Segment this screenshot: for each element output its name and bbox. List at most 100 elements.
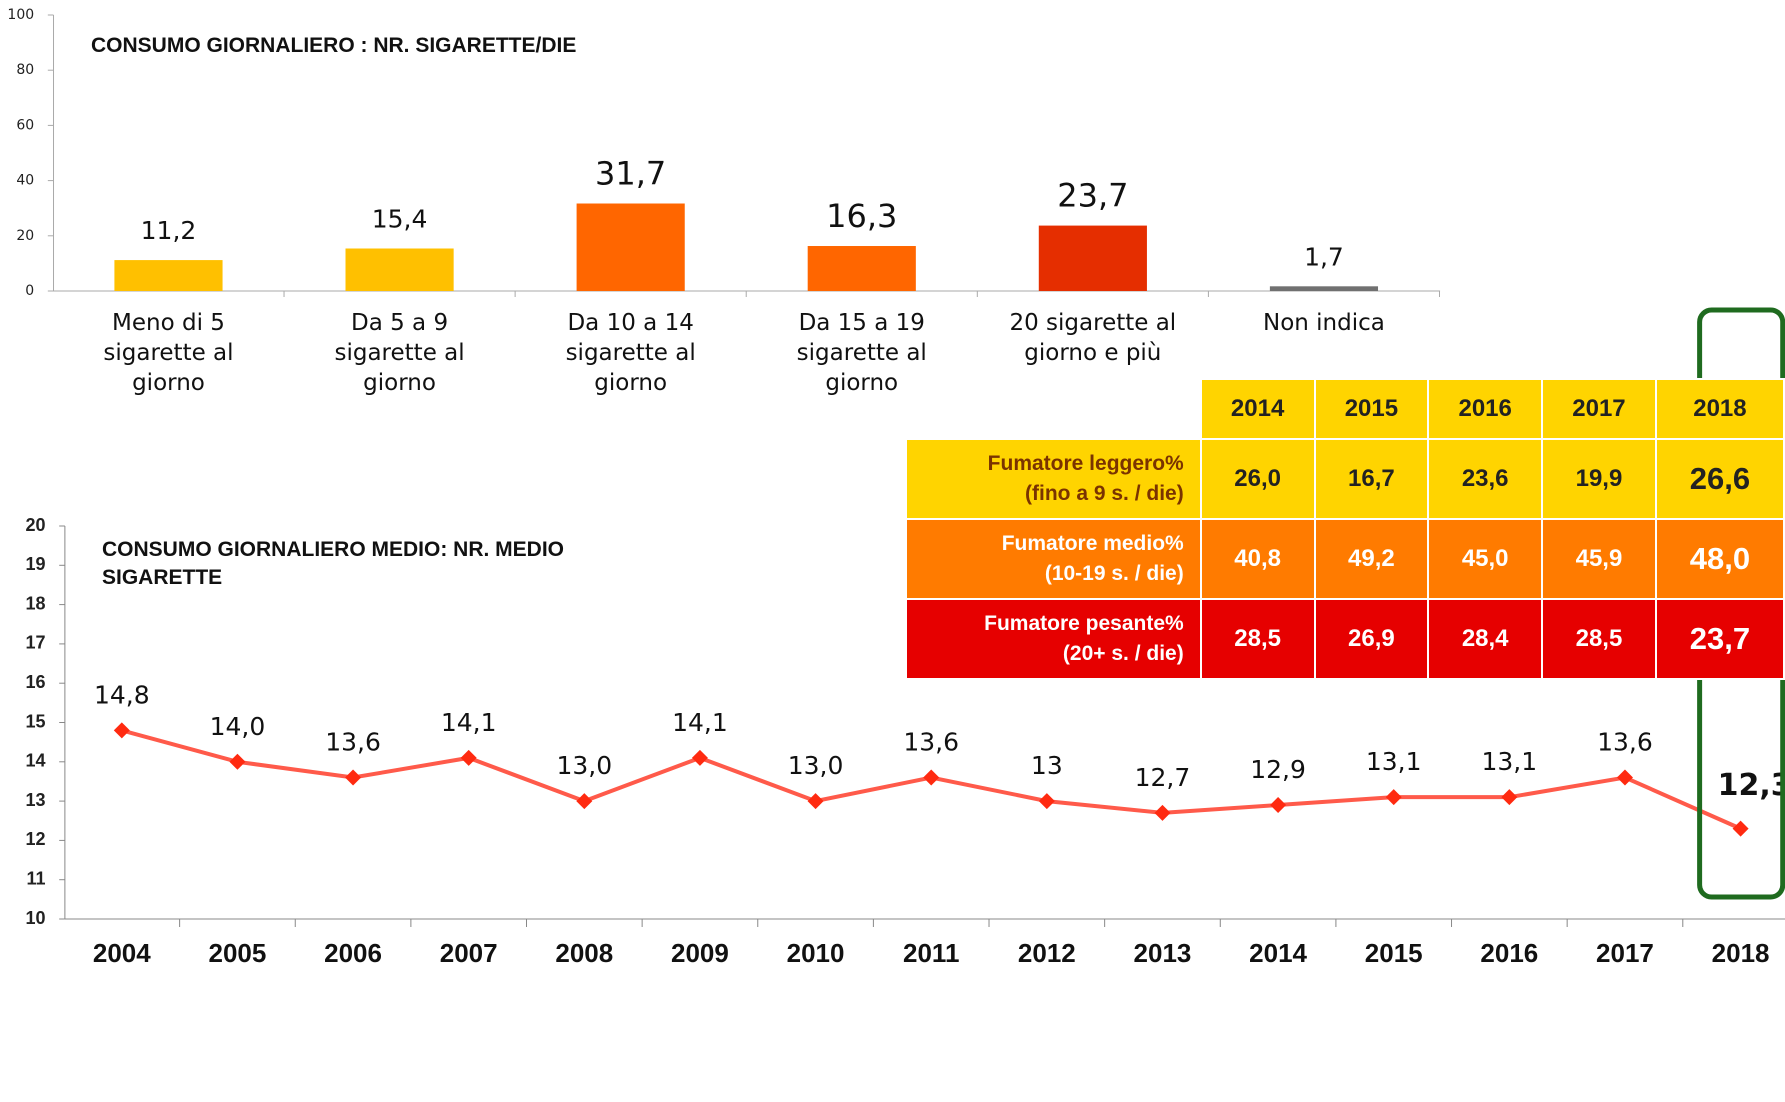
x-tick-label: 2006 <box>324 938 382 968</box>
value-label: 13,1 <box>1366 747 1422 776</box>
value-label: 13 <box>1031 751 1063 780</box>
value-label: 13,6 <box>325 728 381 757</box>
x-tick-label: 2005 <box>209 938 267 968</box>
line-title: CONSUMO GIORNALIERO MEDIO: NR. MEDIO SIG… <box>102 538 564 589</box>
y-tick-label: 20 <box>26 515 46 535</box>
x-tick-label: 2009 <box>671 938 729 968</box>
marker <box>229 753 246 770</box>
row-label-line: (fino a 9 s. / die) <box>1025 482 1184 505</box>
column-header: 2018 <box>1654 378 1785 440</box>
marker <box>1616 769 1633 786</box>
y-tick-label: 20 <box>16 228 34 244</box>
marker <box>923 769 940 786</box>
cell: 28,4 <box>1427 598 1544 680</box>
table-row: Fumatore medio% (10-19 s. / die) 40,8 49,2 4… <box>905 518 1785 600</box>
x-tick-label: 2012 <box>1018 938 1076 968</box>
bar <box>576 203 685 291</box>
y-tick-label: 16 <box>26 672 46 692</box>
cell: 16,7 <box>1313 438 1430 520</box>
x-tick-label: Meno di 5 sigarette al giorno <box>103 310 234 396</box>
cell: 28,5 <box>1541 598 1657 680</box>
x-tick-label: 2018 <box>1712 938 1770 968</box>
bar <box>1269 286 1379 291</box>
value-label: 14,1 <box>441 708 497 737</box>
column-header: 2016 <box>1427 378 1544 440</box>
y-tick-label: 60 <box>16 117 34 133</box>
row-label-line: Fumatore pesante% <box>984 612 1184 635</box>
x-tick-label: Da 5 a 9 sigarette al giorno <box>334 310 465 396</box>
marker <box>807 793 824 810</box>
value-label: 31,7 <box>595 155 666 193</box>
row-label-line: Fumatore medio% <box>1001 532 1184 555</box>
y-tick-label: 13 <box>26 790 46 810</box>
value-label: 16,3 <box>826 197 897 235</box>
cell: 26,0 <box>1199 438 1316 520</box>
x-tick-label: 2010 <box>787 938 845 968</box>
x-tick-label: 2016 <box>1480 938 1538 968</box>
x-tick-label: 2017 <box>1596 938 1654 968</box>
cell: 48,0 <box>1654 518 1785 600</box>
value-label: 15,4 <box>372 204 428 233</box>
x-tick-label: Da 15 a 19 sigarette al giorno <box>796 310 927 396</box>
value-label: 14,8 <box>94 680 150 709</box>
y-tick-label: 18 <box>26 593 46 613</box>
value-label: 11,2 <box>141 216 197 245</box>
marker <box>345 769 362 786</box>
y-tick-label: 14 <box>26 751 46 771</box>
cell: 23,6 <box>1427 438 1544 520</box>
marker <box>113 722 130 739</box>
value-label: 12,9 <box>1250 755 1306 784</box>
value-label: 13,0 <box>788 751 844 780</box>
x-tick-label: 2014 <box>1249 938 1307 968</box>
marker <box>1501 789 1518 806</box>
y-tick-label: 10 <box>26 908 46 928</box>
x-tick-label: 2004 <box>93 938 151 968</box>
table-row: Fumatore pesante% (20+ s. / die) 28,5 26,9 2… <box>905 598 1785 680</box>
y-tick-label: 19 <box>26 554 46 574</box>
value-label: 13,6 <box>1597 728 1653 757</box>
column-header: 2017 <box>1541 378 1657 440</box>
marker <box>1385 789 1402 806</box>
value-label: 23,7 <box>1057 177 1128 215</box>
y-tick-label: 100 <box>7 7 34 23</box>
cell: 49,2 <box>1313 518 1430 600</box>
row-label-line: Fumatore leggero% <box>987 452 1184 475</box>
value-label: 13,0 <box>556 751 612 780</box>
column-header: 2014 <box>1199 378 1316 440</box>
marker <box>1732 820 1749 837</box>
y-tick-label: 15 <box>26 711 46 731</box>
cell: 26,6 <box>1654 438 1785 520</box>
row-label: Fumatore leggero% (fino a 9 s. / die) <box>905 438 1202 520</box>
cell: 40,8 <box>1199 518 1316 600</box>
row-label: Fumatore pesante% (20+ s. / die) <box>905 598 1202 680</box>
table-row: Fumatore leggero% (fino a 9 s. / die) 26,0… <box>905 438 1785 520</box>
column-header: 2015 <box>1313 378 1430 440</box>
row-label-line: (10-19 s. / die) <box>1044 562 1184 585</box>
cell: 26,9 <box>1313 598 1430 680</box>
bar <box>345 248 454 291</box>
x-tick-label: Da 10 a 14 sigarette al giorno <box>565 310 696 396</box>
value-label: 14,0 <box>210 712 266 741</box>
row-label-line: (20+ s. / die) <box>1062 642 1184 665</box>
marker <box>460 749 477 766</box>
y-tick-label: 17 <box>26 633 46 653</box>
y-tick-label: 80 <box>16 62 34 78</box>
cell: 45,9 <box>1541 518 1657 600</box>
x-tick-label: 2013 <box>1134 938 1192 968</box>
y-tick-label: 40 <box>16 173 34 189</box>
bar <box>114 260 223 291</box>
value-label: 13,1 <box>1482 747 1538 776</box>
marker <box>1038 793 1055 810</box>
y-tick-label: 11 <box>27 868 46 888</box>
x-tick-label: 20 sigarette al giorno e più <box>1009 310 1177 366</box>
summary-table: 2014 2015 2016 2017 2018 Fumatore leggero% (fi… <box>905 378 1785 680</box>
y-tick-label: 12 <box>26 829 46 849</box>
value-label: 12,3 <box>1718 768 1785 803</box>
bar-title: CONSUMO GIORNALIERO : NR. SIGARETTE/DIE <box>91 34 577 57</box>
value-label: 12,7 <box>1135 763 1191 792</box>
value-label: 13,6 <box>903 728 959 757</box>
value-label: 14,1 <box>672 708 728 737</box>
y-tick-label: 0 <box>25 283 34 299</box>
